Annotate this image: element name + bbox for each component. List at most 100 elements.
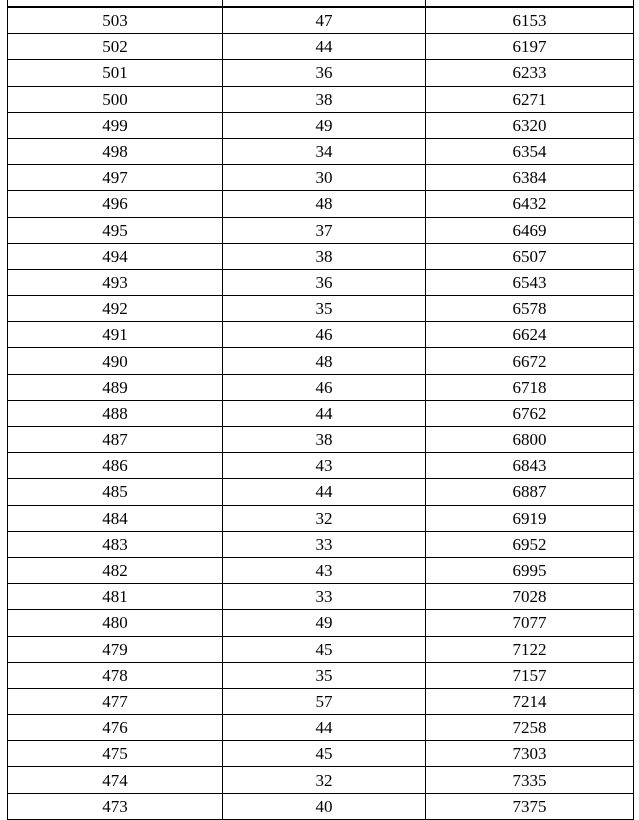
table-row: 476 44 7258 — [7, 714, 634, 742]
count-cell: 44 — [222, 33, 426, 61]
count-cell: 48 — [222, 347, 426, 375]
count-cell: 33 — [222, 583, 426, 611]
cumulative-cell: 6384 — [425, 164, 634, 192]
table-row: 491 46 6624 — [7, 321, 634, 349]
score-table: 503 47 6153 502 44 6197 501 36 6233 500 38 6271 499 4… — [7, 6, 634, 820]
cumulative-cell: 7335 — [425, 766, 634, 794]
count-cell: 40 — [222, 792, 426, 820]
table-row: 480 49 7077 — [7, 609, 634, 637]
score-cell: 480 — [7, 609, 223, 637]
cumulative-cell: 6354 — [425, 137, 634, 166]
score-cell: 478 — [7, 661, 223, 689]
count-cell: 57 — [222, 687, 426, 716]
table-row: 500 38 6271 — [7, 85, 634, 113]
table-row: 502 44 6197 — [7, 33, 634, 61]
count-cell: 32 — [222, 504, 426, 532]
cumulative-cell: 6624 — [425, 321, 634, 349]
count-cell: 48 — [222, 190, 426, 218]
table-row: 478 35 7157 — [7, 661, 634, 689]
score-cell: 502 — [7, 33, 223, 61]
table-row: 484 32 6919 — [7, 504, 634, 532]
count-cell: 46 — [222, 373, 426, 401]
score-cell: 500 — [7, 85, 223, 113]
table-row: 477 57 7214 — [7, 687, 634, 716]
score-cell: 483 — [7, 530, 223, 558]
count-cell: 49 — [222, 111, 426, 139]
cumulative-cell: 6320 — [425, 111, 634, 139]
score-cell: 488 — [7, 399, 223, 428]
table-row: 474 32 7335 — [7, 766, 634, 794]
cumulative-cell: 7077 — [425, 609, 634, 637]
score-cell: 497 — [7, 164, 223, 192]
score-cell: 479 — [7, 635, 223, 663]
count-cell: 44 — [222, 399, 426, 428]
count-cell: 43 — [222, 452, 426, 480]
cumulative-cell: 7122 — [425, 635, 634, 663]
count-cell: 47 — [222, 6, 426, 35]
table-row: 481 33 7028 — [7, 583, 634, 611]
table-row: 496 48 6432 — [7, 190, 634, 218]
score-cell: 496 — [7, 190, 223, 218]
score-cell: 481 — [7, 583, 223, 611]
count-cell: 35 — [222, 295, 426, 323]
cumulative-cell: 7028 — [425, 583, 634, 611]
count-cell: 35 — [222, 661, 426, 689]
score-cell: 493 — [7, 268, 223, 297]
score-cell: 494 — [7, 242, 223, 270]
count-cell: 38 — [222, 242, 426, 270]
count-cell: 33 — [222, 530, 426, 558]
cumulative-cell: 7157 — [425, 661, 634, 689]
table-row: 475 45 7303 — [7, 740, 634, 768]
score-cell: 487 — [7, 425, 223, 454]
table-row: 497 30 6384 — [7, 164, 634, 192]
cumulative-cell: 6578 — [425, 295, 634, 323]
count-cell: 44 — [222, 478, 426, 506]
count-cell: 49 — [222, 609, 426, 637]
score-cell: 498 — [7, 137, 223, 166]
table-row: 498 34 6354 — [7, 137, 634, 166]
count-cell: 43 — [222, 556, 426, 585]
score-cell: 482 — [7, 556, 223, 585]
table-row: 479 45 7122 — [7, 635, 634, 663]
cumulative-cell: 7375 — [425, 792, 634, 820]
table-row: 501 36 6233 — [7, 59, 634, 87]
table-row: 482 43 6995 — [7, 556, 634, 585]
score-cell: 485 — [7, 478, 223, 506]
score-cell: 501 — [7, 59, 223, 87]
table-row: 488 44 6762 — [7, 399, 634, 428]
score-cell: 489 — [7, 373, 223, 401]
cumulative-cell: 6952 — [425, 530, 634, 558]
count-cell: 30 — [222, 164, 426, 192]
score-cell: 499 — [7, 111, 223, 139]
score-cell: 503 — [7, 6, 223, 35]
table-row: 485 44 6887 — [7, 478, 634, 506]
score-cell: 491 — [7, 321, 223, 349]
table-row: 499 49 6320 — [7, 111, 634, 139]
score-cell: 486 — [7, 452, 223, 480]
table-row: 489 46 6718 — [7, 373, 634, 401]
count-cell: 44 — [222, 714, 426, 742]
cumulative-cell: 6800 — [425, 425, 634, 454]
table-row: 492 35 6578 — [7, 295, 634, 323]
partial-top-row — [7, 0, 634, 8]
score-cell: 492 — [7, 295, 223, 323]
score-cell: 495 — [7, 216, 223, 244]
table-row: 473 40 7375 — [7, 792, 634, 820]
cumulative-cell: 6233 — [425, 59, 634, 87]
score-cell: 484 — [7, 504, 223, 532]
cumulative-cell: 6995 — [425, 556, 634, 585]
table-row: 493 36 6543 — [7, 268, 634, 297]
cumulative-cell: 7303 — [425, 740, 634, 768]
cumulative-cell: 6153 — [425, 6, 634, 35]
score-cell: 477 — [7, 687, 223, 716]
count-cell: 45 — [222, 740, 426, 768]
score-cell: 490 — [7, 347, 223, 375]
cumulative-cell: 6762 — [425, 399, 634, 428]
score-cell: 473 — [7, 792, 223, 820]
count-cell: 38 — [222, 85, 426, 113]
cumulative-cell: 6271 — [425, 85, 634, 113]
count-cell: 38 — [222, 425, 426, 454]
count-cell: 46 — [222, 321, 426, 349]
cumulative-cell: 7258 — [425, 714, 634, 742]
count-cell: 32 — [222, 766, 426, 794]
